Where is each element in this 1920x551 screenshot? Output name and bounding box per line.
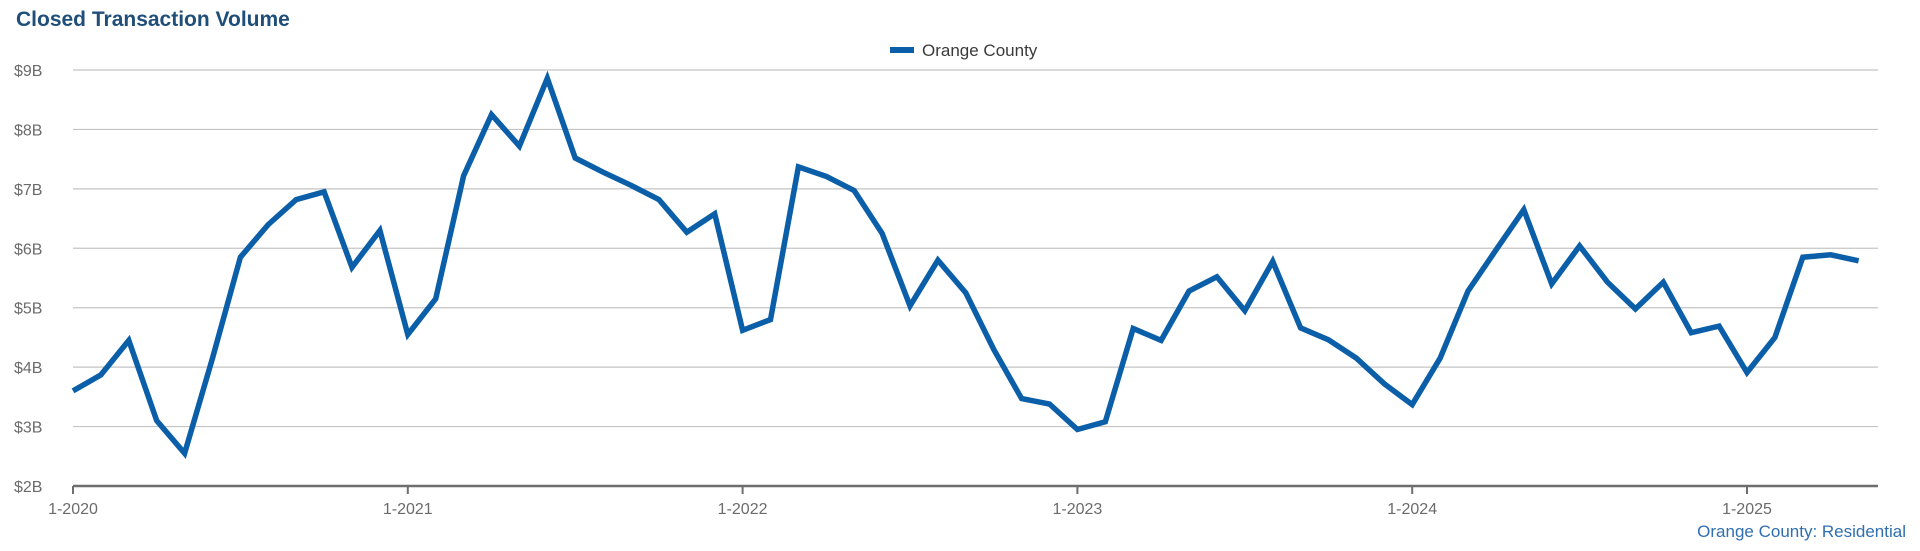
data-point [1660, 279, 1666, 285]
data-point [740, 327, 746, 333]
data-point [1688, 330, 1694, 336]
data-point [1577, 243, 1583, 249]
legend-label: Orange County [922, 41, 1038, 60]
data-point [1716, 323, 1722, 329]
data-point [98, 372, 104, 378]
data-point [712, 211, 718, 217]
x-tick-label: 1-2024 [1387, 501, 1437, 518]
data-point [1549, 281, 1555, 287]
data-point [628, 182, 634, 188]
data-point [489, 112, 495, 118]
data-point [1828, 252, 1834, 258]
data-point [126, 337, 132, 343]
data-point [237, 254, 243, 260]
y-tick-label: $2B [14, 479, 42, 496]
x-tick-label: 1-2022 [718, 501, 768, 518]
x-tick-label: 1-2025 [1722, 501, 1772, 518]
data-point [1242, 308, 1248, 314]
data-point [1465, 288, 1471, 294]
data-point [1772, 334, 1778, 340]
data-point [1521, 207, 1527, 213]
data-point [684, 229, 690, 235]
source-note: Orange County: Residential [1697, 522, 1906, 541]
data-point [321, 189, 327, 195]
data-point [1326, 337, 1332, 343]
data-point [1493, 247, 1499, 253]
data-point [768, 317, 774, 323]
data-point [182, 450, 188, 456]
data-point [1800, 254, 1806, 260]
y-tick-label: $7B [14, 182, 42, 199]
data-point [851, 188, 857, 194]
data-point [1298, 325, 1304, 331]
y-tick-label: $6B [14, 241, 42, 258]
data-point [823, 173, 829, 179]
data-point [349, 264, 355, 270]
data-point [544, 75, 550, 81]
data-point [907, 303, 913, 309]
y-axis: $2B $3B $4B $5B $6B $7B $8B $9B [14, 63, 42, 496]
data-point [293, 197, 299, 203]
data-point [935, 257, 941, 263]
data-point [70, 388, 76, 394]
x-tick-label: 1-2020 [48, 501, 98, 518]
data-point [1270, 258, 1276, 264]
series-layer [70, 70, 1862, 459]
data-point [1102, 419, 1108, 425]
legend-swatch [890, 47, 914, 53]
data-point [265, 222, 271, 228]
y-tick-label: $8B [14, 122, 42, 139]
y-tick-label: $5B [14, 301, 42, 318]
data-point [1047, 401, 1053, 407]
data-point [656, 197, 662, 203]
data-point [1214, 274, 1220, 280]
data-point [154, 418, 160, 424]
chart-title: Closed Transaction Volume [16, 8, 290, 31]
data-point [879, 230, 885, 236]
data-point [1130, 326, 1136, 332]
legend: Orange County [890, 41, 1038, 60]
data-point [1856, 258, 1862, 264]
y-tick-label: $4B [14, 360, 42, 377]
data-point [991, 346, 997, 352]
data-point [1605, 279, 1611, 285]
y-tick-label: $9B [14, 63, 42, 80]
data-point [1744, 369, 1750, 375]
data-point [377, 227, 383, 233]
data-point [461, 173, 467, 179]
data-point [405, 331, 411, 337]
data-point [210, 355, 216, 361]
series-line-orange-county [71, 70, 1860, 459]
data-point [572, 155, 578, 161]
data-point [1381, 381, 1387, 387]
data-point [1632, 306, 1638, 312]
data-point [795, 164, 801, 170]
data-point [1158, 337, 1164, 343]
data-point [1074, 427, 1080, 433]
x-tick-label: 1-2021 [383, 501, 433, 518]
data-point [516, 143, 522, 149]
x-tick-label: 1-2023 [1052, 501, 1102, 518]
data-point [963, 290, 969, 296]
data-point [433, 296, 439, 302]
x-axis: 1-2020 1-2021 1-2022 1-2023 1-2024 1-2025 [48, 484, 1878, 518]
data-point [1437, 355, 1443, 361]
data-point [600, 169, 606, 175]
data-point [1019, 396, 1025, 402]
data-point [1186, 288, 1192, 294]
data-point [1353, 355, 1359, 361]
data-point [1409, 402, 1415, 408]
y-tick-label: $3B [14, 420, 42, 437]
